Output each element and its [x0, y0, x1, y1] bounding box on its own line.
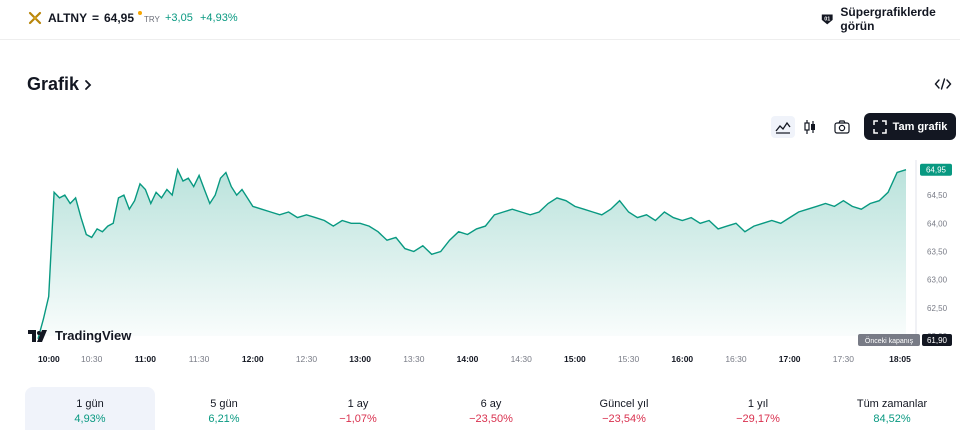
x-tick-label: 16:30 [725, 354, 747, 364]
prev-close-value: 61,90 [927, 336, 948, 345]
y-tick-label: 63,50 [927, 247, 948, 256]
gold-x-icon [28, 11, 42, 25]
x-tick-label: 13:00 [349, 354, 371, 364]
fullscreen-icon [872, 119, 887, 134]
y-tick-label: 64,00 [927, 219, 948, 228]
price-line [37, 167, 907, 339]
snapshot-button[interactable] [832, 116, 852, 138]
period-tab[interactable]: 1 gün 4,93% [25, 387, 155, 430]
tradingview-logo-icon [28, 329, 47, 342]
period-tab-value: 84,52% [873, 413, 911, 425]
prev-close-tag [858, 334, 920, 346]
x-tick-label: 17:30 [833, 354, 855, 364]
tradingview-logo-text: TradingView [55, 328, 132, 343]
period-tab[interactable]: 6 ay −23,50% [426, 387, 556, 430]
period-selector: 1 gün 4,93% 5 gün 6,21% 1 ay −1,07% 6 ay −23,50… [0, 387, 960, 430]
period-tab-value: −23,50% [469, 413, 513, 425]
period-tab-label: Güncel yıl [599, 398, 649, 410]
x-tick-label: 15:00 [564, 354, 586, 364]
ticker-symbol: ALTNY [48, 11, 88, 25]
y-tick-label: 63,00 [927, 276, 948, 285]
x-tick-label: 16:00 [671, 354, 693, 364]
camera-icon [834, 120, 850, 134]
period-tab-label: 1 ay [347, 398, 369, 410]
chevron-right-icon [85, 79, 92, 90]
period-tab-value: −1,07% [339, 413, 377, 425]
prev-close-label: Önceki kapanış [865, 337, 914, 345]
top-bar: ALTNY = 64,95 TRY +3,05 +4,93% 01 Süperg… [0, 0, 960, 40]
ticker-change: +3,05 [165, 12, 193, 24]
y-tick-label: 64,50 [927, 191, 948, 200]
period-tab-label: 5 gün [210, 398, 238, 410]
full-chart-button[interactable]: Tam grafik [864, 113, 956, 140]
period-tab-label: 6 ay [480, 398, 502, 410]
candles-icon [804, 120, 815, 134]
ticker-price: 64,95 [104, 11, 135, 25]
section-title-text: Grafik [27, 74, 80, 94]
price-chart-canvas: 64,5064,0063,5063,0062,5062,0064,95Öncek… [37, 160, 952, 364]
period-tab[interactable]: Tüm zamanlar 84,52% [827, 387, 957, 430]
period-tab[interactable]: 5 gün 6,21% [159, 387, 289, 430]
market-status-dot [138, 11, 142, 15]
period-tab[interactable]: Güncel yıl −23,54% [559, 387, 689, 430]
period-tab-value: −23,54% [602, 413, 646, 425]
period-tab-value: 6,21% [208, 413, 240, 425]
prev-close-value-tag [922, 334, 952, 346]
chart-section-title[interactable]: Grafik [27, 74, 93, 95]
x-tick-label: 13:30 [403, 354, 425, 364]
x-tick-label: 10:30 [81, 354, 103, 364]
ticker-change-percent: +4,93% [200, 12, 238, 24]
period-tab[interactable]: 1 ay −1,07% [293, 387, 423, 430]
price-chart[interactable]: 64,5064,0063,5063,0062,5062,0064,95Öncek… [0, 150, 960, 370]
x-tick-label: 18:05 [889, 354, 911, 364]
x-tick-label: 17:00 [779, 354, 801, 364]
candles-chart-toggle[interactable] [800, 116, 820, 138]
tradingview-logo[interactable]: TradingView [28, 328, 131, 343]
price-area-fill [38, 169, 906, 339]
supercharts-badge-icon: 01 [821, 14, 833, 25]
full-chart-label: Tam grafik [892, 120, 948, 133]
period-tab-label: 1 yıl [747, 398, 769, 410]
period-tab-value: 4,93% [74, 413, 106, 425]
period-tab-value: −29,17% [736, 413, 780, 425]
x-tick-label: 11:00 [135, 354, 157, 364]
x-tick-label: 15:30 [618, 354, 640, 364]
period-tab-label: Tüm zamanlar [856, 398, 928, 410]
period-tab[interactable]: 1 yıl −29,17% [693, 387, 823, 430]
ticker-equals: = [92, 11, 100, 25]
period-tab-label: 1 gün [76, 398, 104, 410]
x-tick-label: 11:30 [189, 354, 210, 364]
supercharts-link[interactable]: 01 Süpergrafiklerde görün [820, 5, 960, 33]
last-price-tag [920, 163, 952, 176]
supercharts-label: Süpergrafiklerde görün [840, 5, 936, 33]
x-tick-label: 14:00 [457, 354, 479, 364]
svg-text:01: 01 [824, 16, 830, 22]
ticker-currency: TRY [144, 15, 160, 24]
x-tick-label: 10:00 [38, 354, 60, 364]
y-tick-label: 62,50 [927, 304, 948, 313]
x-tick-label: 12:00 [242, 354, 264, 364]
area-chart-icon [775, 121, 791, 134]
x-tick-label: 14:30 [511, 354, 533, 364]
embed-code-icon[interactable] [934, 76, 952, 92]
x-tick-label: 12:30 [296, 354, 318, 364]
last-price-label: 64,95 [926, 166, 947, 175]
area-chart-toggle[interactable] [771, 116, 795, 138]
